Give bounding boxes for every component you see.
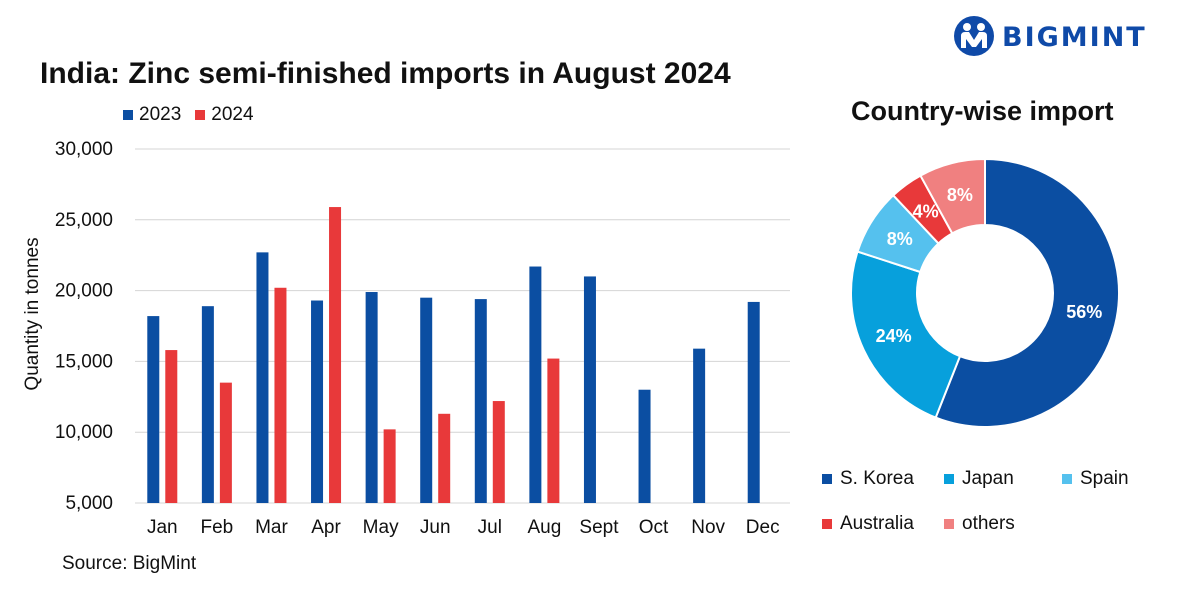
legend-swatch [1062, 474, 1072, 484]
x-tick-label: May [363, 517, 399, 538]
y-axis-label: Quantity in tonnes [22, 237, 43, 390]
x-tick-label: Aug [527, 517, 561, 538]
donut-legend-item: S. Korea [822, 468, 914, 490]
donut-data-label: 4% [913, 201, 939, 221]
bar-chart-legend: 2023 2024 [123, 104, 254, 126]
x-tick-label: Apr [311, 517, 341, 538]
donut-legend-item: others [944, 513, 1015, 535]
legend-swatch [195, 110, 206, 120]
donut-slice-s-korea [934, 157, 1120, 428]
bar-2023-Aug [529, 266, 542, 503]
legend-swatch [123, 110, 133, 120]
x-tick-label: Sept [579, 517, 619, 538]
bar-2023-Sept [583, 276, 596, 503]
bar-2024-Jan [165, 350, 178, 503]
donut-legend-item: Japan [944, 468, 1014, 490]
bar-2024-May [383, 429, 396, 503]
brand-name: BIGMINT [1002, 22, 1147, 53]
x-tick-label: Dec [746, 517, 780, 538]
donut-slice-others [919, 157, 986, 235]
legend-swatch [944, 519, 954, 529]
x-tick-label: Jan [147, 517, 178, 538]
y-tick-label: 10,000 [55, 422, 113, 443]
bigmint-logo: BIGMINT [952, 14, 1172, 60]
donut-legend-item: Spain [1062, 468, 1129, 490]
y-tick-label: 15,000 [55, 351, 113, 372]
legend-label: Japan [962, 468, 1014, 489]
x-tick-label: Jul [478, 517, 502, 538]
donut-slice-australia [891, 174, 954, 245]
bar-2024-Aug [547, 358, 560, 503]
x-tick-label: Feb [201, 517, 234, 538]
donut-slice-spain [856, 193, 940, 274]
legend-item-2023: 2023 [123, 104, 181, 126]
donut-title: Country-wise import [851, 96, 1114, 126]
legend-label: 2023 [139, 104, 182, 125]
legend-label: Australia [840, 513, 914, 534]
bar-2024-Jul [492, 401, 505, 503]
x-tick-label: Nov [691, 517, 725, 538]
y-tick-label: 30,000 [55, 139, 113, 160]
bar-2023-Jun [420, 297, 433, 503]
legend-label: S. Korea [840, 468, 914, 489]
bar-2023-Nov [693, 348, 706, 503]
bar-2024-Feb [219, 382, 232, 503]
legend-item-2024: 2024 [195, 104, 254, 126]
x-tick-label: Mar [255, 517, 288, 538]
donut-data-label: 56% [1066, 302, 1102, 322]
legend-label: Spain [1080, 468, 1129, 489]
y-tick-label: 20,000 [55, 281, 113, 302]
bar-2023-Oct [638, 389, 651, 503]
bar-2024-Apr [329, 207, 342, 503]
source-note: Source: BigMint [62, 553, 197, 574]
bar-2023-Jul [474, 299, 487, 503]
donut-legend-item: Australia [822, 513, 914, 535]
logo-mark-icon [954, 16, 994, 56]
bar-2023-Feb [201, 306, 214, 503]
bar-chart: 30,000 25,000 20,000 15,000 10,000 5,000 Quant… [22, 139, 790, 538]
bar-2023-Apr [311, 300, 324, 503]
bar-2023-May [365, 292, 378, 503]
chart-title: India: Zinc semi-finished imports in Aug… [40, 57, 731, 90]
donut-slice-japan [850, 250, 962, 419]
x-tick-label: Jun [420, 517, 451, 538]
donut-data-label: 8% [887, 229, 913, 249]
bar-2023-Mar [256, 252, 269, 503]
donut-data-label: 24% [876, 326, 912, 346]
legend-label: others [962, 513, 1015, 534]
y-tick-label: 5,000 [65, 493, 113, 514]
legend-swatch [944, 474, 954, 484]
bar-2023-Dec [747, 301, 760, 503]
bar-2024-Mar [274, 287, 287, 503]
legend-swatch [822, 519, 832, 529]
legend-swatch [822, 474, 832, 484]
legend-label: 2024 [211, 104, 254, 125]
y-tick-label: 25,000 [55, 210, 113, 231]
bar-2024-Jun [438, 413, 451, 503]
bar-2023-Jan [147, 316, 160, 503]
donut-data-label: 8% [947, 185, 973, 205]
x-tick-label: Oct [639, 517, 669, 538]
